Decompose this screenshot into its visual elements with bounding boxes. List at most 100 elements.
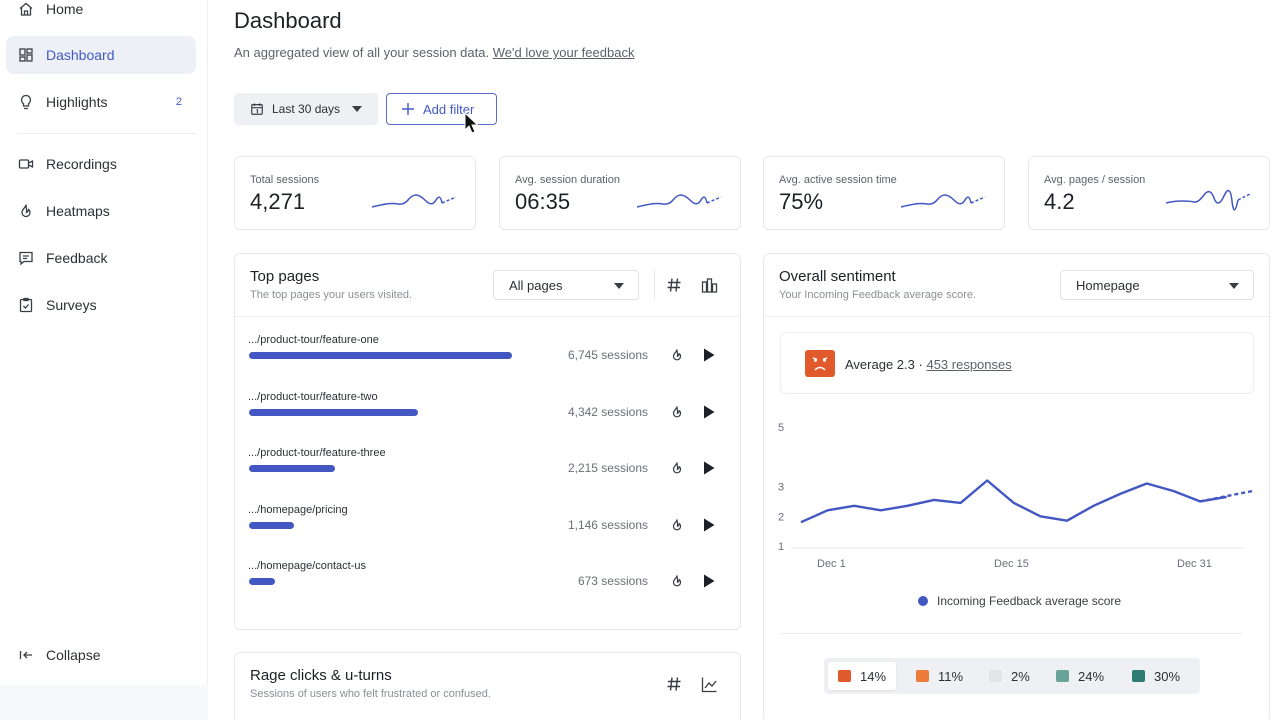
sidebar-footer-strip bbox=[0, 685, 208, 720]
hash-toggle-button[interactable] bbox=[662, 672, 686, 696]
sparkline bbox=[371, 194, 457, 208]
stat-card-avg-session-duration: Avg. session duration 06:35 bbox=[499, 156, 741, 230]
date-range-label: Last 30 days bbox=[272, 102, 341, 116]
sentiment-bucket[interactable]: 24% bbox=[1046, 662, 1114, 690]
sidebar-item-label: Dashboard bbox=[46, 47, 115, 63]
sidebar-item-dashboard[interactable]: Dashboard bbox=[6, 36, 196, 74]
sidebar-item-label: Home bbox=[46, 1, 84, 17]
chevron-down-icon bbox=[614, 283, 624, 289]
play-recording-button[interactable] bbox=[700, 572, 718, 590]
bar-chart-toggle-button[interactable] bbox=[697, 273, 721, 297]
heatmap-button[interactable] bbox=[668, 516, 686, 534]
play-icon bbox=[704, 518, 715, 531]
feedback-link[interactable]: We'd love your feedback bbox=[492, 45, 635, 60]
stat-value: 4.2 bbox=[1044, 189, 1075, 214]
sparkline bbox=[1165, 189, 1251, 211]
sentiment-bucket-label: 2% bbox=[1011, 668, 1030, 684]
sidebar-item-heatmaps[interactable]: Heatmaps bbox=[6, 192, 196, 230]
stat-value: 4,271 bbox=[250, 189, 306, 214]
sidebar-divider bbox=[18, 133, 196, 134]
sentiment-bucket[interactable]: 14% bbox=[828, 662, 897, 690]
sparkline bbox=[636, 194, 722, 208]
chevron-down-icon bbox=[352, 106, 363, 112]
page-sessions-bar bbox=[249, 465, 336, 472]
page-subtitle: An aggregated view of all your session d… bbox=[234, 45, 634, 60]
stat-card-avg-active-time: Avg. active session time 75% bbox=[763, 156, 1005, 230]
line-chart-toggle-button[interactable] bbox=[697, 672, 721, 696]
chart-legend: Incoming Feedback average score bbox=[918, 594, 1121, 608]
sentiment-bucket-label: 11% bbox=[938, 668, 964, 684]
sentiment-face-icon bbox=[838, 670, 851, 682]
top-page-row: .../product-tour/feature-one 6,745 sessio… bbox=[248, 334, 728, 384]
chevron-down-icon bbox=[1229, 283, 1239, 289]
stat-card-avg-pages: Avg. pages / session 4.2 bbox=[1028, 156, 1270, 230]
sidebar: Home Dashboard Highlights 2 Recordings H… bbox=[0, 0, 208, 685]
stat-label: Avg. session duration bbox=[515, 174, 620, 186]
sidebar-item-highlights[interactable]: Highlights 2 bbox=[6, 83, 196, 121]
sparkline bbox=[900, 194, 986, 208]
top-page-row: .../homepage/contact-us 673 sessions bbox=[248, 560, 728, 610]
sidebar-item-feedback[interactable]: Feedback bbox=[6, 239, 196, 277]
heatmap-button[interactable] bbox=[668, 346, 686, 364]
sidebar-item-recordings[interactable]: Recordings bbox=[6, 145, 196, 183]
sentiment-panel: Overall sentiment Your Incoming Feedback… bbox=[763, 253, 1270, 720]
sentiment-distribution-bar: 14% 11% 2% 24% 30% bbox=[824, 658, 1200, 694]
responses-link[interactable]: 453 responses bbox=[926, 357, 1012, 372]
play-recording-button[interactable] bbox=[700, 403, 718, 421]
sentiment-bucket[interactable]: 11% bbox=[906, 662, 973, 690]
page-sessions-count: 2,215 sessions bbox=[567, 461, 648, 475]
stat-label: Avg. pages / session bbox=[1044, 174, 1146, 186]
sidebar-item-home[interactable]: Home bbox=[6, 0, 196, 28]
panel-divider bbox=[235, 316, 740, 317]
sentiment-line-chart: 1 2 3 5 Dec 1 Dec 15 Dec 31 bbox=[778, 422, 1253, 570]
pages-filter-value: All pages bbox=[509, 277, 563, 293]
sidebar-item-label: Feedback bbox=[46, 250, 108, 266]
page-subtitle-text: An aggregated view of all your session d… bbox=[234, 45, 490, 60]
pages-filter-dropdown[interactable]: All pages bbox=[493, 270, 639, 300]
x-tick-label: Dec 15 bbox=[994, 558, 1029, 570]
play-recording-button[interactable] bbox=[700, 346, 718, 364]
main-content: Dashboard An aggregated view of all your… bbox=[208, 0, 1278, 720]
legend-label: Incoming Feedback average score bbox=[937, 594, 1122, 608]
play-icon bbox=[704, 461, 715, 475]
hash-icon bbox=[667, 677, 681, 691]
collapse-label: Collapse bbox=[46, 647, 101, 663]
sentiment-bucket-label: 24% bbox=[1078, 668, 1105, 684]
hash-toggle-button[interactable] bbox=[662, 273, 686, 297]
date-range-dropdown[interactable]: Last 30 days bbox=[234, 93, 378, 125]
panel-title: Rage clicks & u-turns bbox=[250, 667, 392, 684]
sidebar-item-label: Heatmaps bbox=[46, 203, 110, 219]
play-recording-button[interactable] bbox=[700, 516, 718, 534]
flame-icon bbox=[672, 349, 682, 361]
highlights-count-badge: 2 bbox=[175, 96, 182, 108]
sentiment-bucket[interactable]: 30% bbox=[1122, 662, 1190, 690]
toolbar-divider bbox=[654, 270, 655, 300]
x-tick-label: Dec 31 bbox=[1177, 558, 1212, 570]
sentiment-filter-dropdown[interactable]: Homepage bbox=[1060, 270, 1254, 300]
collapse-button[interactable]: Collapse bbox=[6, 636, 196, 674]
flame-icon bbox=[672, 575, 682, 587]
page-sessions-bar bbox=[249, 352, 512, 359]
heatmap-button[interactable] bbox=[668, 459, 686, 477]
heatmap-button[interactable] bbox=[668, 572, 686, 590]
clipboard-check-icon bbox=[19, 297, 33, 313]
play-recording-button[interactable] bbox=[700, 459, 718, 477]
line-chart-icon bbox=[701, 677, 717, 692]
heatmap-button[interactable] bbox=[668, 403, 686, 421]
x-tick-label: Dec 1 bbox=[817, 558, 846, 570]
lightbulb-icon bbox=[20, 94, 32, 110]
top-page-row: .../homepage/pricing 1,146 sessions bbox=[248, 504, 728, 554]
hash-icon bbox=[667, 278, 681, 292]
page-url: .../product-tour/feature-one bbox=[248, 334, 379, 346]
calendar-icon bbox=[251, 103, 263, 115]
sentiment-bucket[interactable]: 2% bbox=[979, 662, 1040, 690]
legend-dot bbox=[918, 596, 928, 606]
page-sessions-count: 673 sessions bbox=[577, 574, 648, 588]
add-filter-button[interactable]: Add filter bbox=[386, 93, 497, 125]
collapse-left-icon bbox=[19, 651, 32, 659]
sidebar-item-surveys[interactable]: Surveys bbox=[6, 286, 196, 324]
projected-series-line bbox=[1199, 489, 1253, 503]
y-tick-label: 3 bbox=[778, 482, 784, 494]
sidebar-item-label: Highlights bbox=[46, 94, 108, 110]
panel-divider bbox=[780, 633, 1242, 634]
